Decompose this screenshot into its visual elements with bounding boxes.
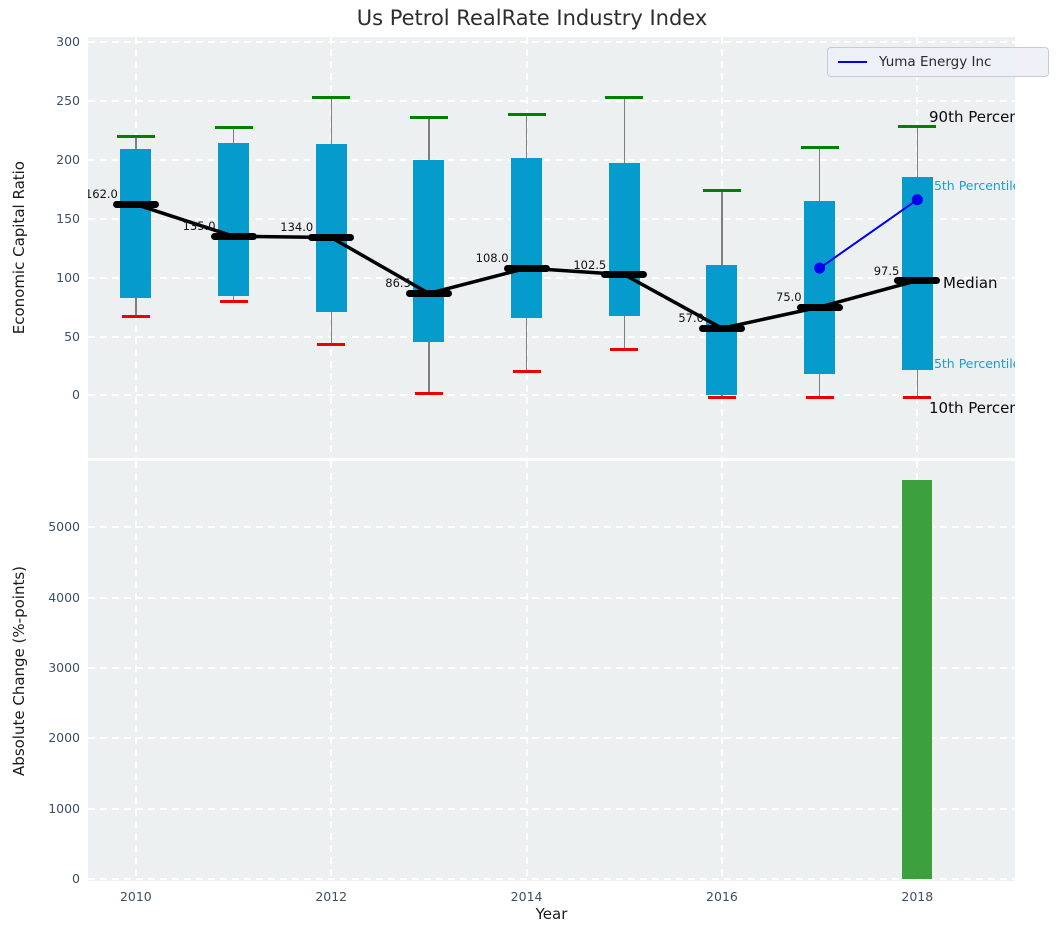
ytick-top-150: 150 — [56, 210, 80, 226]
xtick-2016: 2016 — [706, 889, 738, 904]
change-bar-2018 — [902, 480, 933, 879]
annotation-median: Median — [943, 274, 998, 293]
y-gridline — [88, 526, 1015, 529]
p10-cap-2012 — [317, 343, 346, 347]
ytick-top-100: 100 — [56, 269, 80, 285]
p10-cap-2018 — [903, 396, 932, 400]
xtick-2010: 2010 — [119, 889, 152, 904]
bottom-ylabel: Absolute Change (%-points) — [10, 566, 28, 776]
x-gridline — [134, 461, 137, 881]
ytick-bottom-4000: 4000 — [48, 589, 80, 605]
annotation-90th-percentile: 90th Percentile — [929, 107, 1015, 126]
xtick-2018: 2018 — [901, 889, 934, 904]
box-2013 — [413, 159, 445, 343]
box-2010 — [120, 149, 152, 298]
y-gridline — [88, 335, 1015, 338]
p10-cap-2014 — [512, 370, 541, 374]
y-gridline — [88, 737, 1015, 740]
p10-cap-2011 — [219, 299, 248, 303]
legend: Yuma Energy Inc — [827, 47, 1049, 77]
x-gridline — [525, 461, 528, 881]
annotation-25th-percentile: 25th Percentile — [926, 355, 1015, 371]
p90-cap-2010 — [116, 134, 155, 138]
p10-cap-2016 — [707, 396, 736, 400]
p90-cap-2012 — [312, 95, 351, 99]
ytick-top-300: 300 — [56, 33, 80, 49]
p10-cap-2015 — [610, 348, 639, 351]
ytick-bottom-5000: 5000 — [48, 519, 80, 535]
industry-index-plot: 90th Percentile 75th Percentile Median 25th… — [88, 37, 1015, 458]
box-2015 — [608, 163, 640, 317]
p10-cap-2010 — [121, 314, 150, 318]
yuma-point-2018 — [911, 194, 923, 206]
median-value-2018: 97.5 — [873, 263, 900, 278]
p90-cap-2017 — [800, 146, 839, 150]
median-value-2015: 102.5 — [573, 257, 607, 272]
median-marker-2010 — [112, 200, 159, 208]
x-gridline — [720, 461, 723, 881]
box-2017 — [804, 200, 836, 375]
median-value-2011: 135.0 — [182, 219, 216, 234]
p90-cap-2018 — [898, 125, 937, 129]
box-2012 — [315, 144, 347, 312]
box-2011 — [218, 143, 250, 297]
annotation-75th-percentile: 75th Percentile — [926, 177, 1015, 193]
median-line-layer — [135, 202, 918, 331]
y-gridline — [88, 877, 1015, 880]
median-value-2013: 86.5 — [385, 276, 411, 291]
y-gridline — [88, 99, 1015, 102]
legend-label: Yuma Energy Inc — [879, 54, 992, 70]
y-gridline — [88, 40, 1015, 43]
median-value-2012: 134.0 — [280, 220, 314, 235]
ytick-top-250: 250 — [56, 92, 80, 108]
y-gridline — [88, 394, 1015, 397]
yuma-line-layer — [814, 194, 923, 274]
y-gridline — [88, 217, 1015, 220]
xtick-2014: 2014 — [510, 889, 543, 904]
ytick-bottom-1000: 1000 — [48, 800, 80, 816]
ytick-bottom-2000: 2000 — [48, 730, 80, 746]
median-value-2010: 162.0 — [88, 187, 118, 202]
p90-cap-2013 — [409, 115, 448, 119]
p90-cap-2014 — [507, 113, 546, 117]
box-2014 — [511, 158, 543, 318]
median-value-2014: 108.0 — [475, 251, 509, 266]
median-value-2016: 57.0 — [678, 311, 704, 326]
y-gridline — [88, 596, 1015, 599]
y-gridline — [88, 807, 1015, 810]
ytick-top-50: 50 — [64, 328, 80, 344]
p10-cap-2013 — [414, 391, 443, 395]
y-gridline — [88, 158, 1015, 161]
ytick-bottom-3000: 3000 — [48, 660, 80, 675]
xtick-2012: 2012 — [315, 889, 348, 904]
ytick-bottom-0: 0 — [72, 870, 80, 886]
p90-cap-2011 — [214, 126, 253, 130]
p90-cap-2016 — [702, 188, 741, 192]
ytick-top-200: 200 — [56, 151, 80, 167]
x-gridline — [330, 461, 333, 881]
p90-cap-2015 — [605, 95, 644, 99]
ytick-top-0: 0 — [72, 387, 80, 403]
median-value-2017: 75.0 — [776, 290, 802, 305]
box-2018 — [901, 177, 933, 370]
chart-title: Us Petrol RealRate Industry Index — [356, 6, 708, 30]
y-gridline — [88, 276, 1015, 279]
yuma-point-2017 — [814, 262, 826, 274]
p10-cap-2017 — [805, 396, 834, 400]
legend-line-sample — [838, 61, 867, 63]
top-ylabel: Economic Capital Ratio — [10, 160, 28, 335]
absolute-change-plot — [88, 461, 1015, 881]
annotation-10th-percentile: 10th Percentile — [929, 399, 1015, 418]
xlabel: Year — [535, 905, 568, 923]
y-gridline — [88, 667, 1015, 669]
